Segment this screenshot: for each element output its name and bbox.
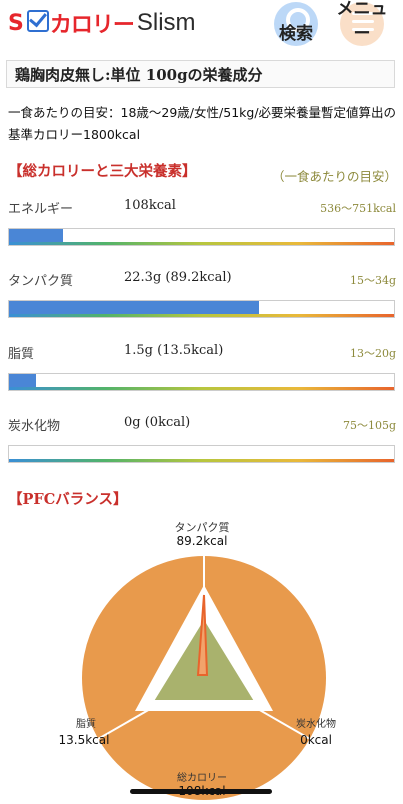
pfc-carb-label: 炭水化物 [296, 717, 336, 730]
pfc-protein-label: タンパク質 [175, 520, 230, 534]
pfc-protein-value: 89.2kcal [177, 534, 228, 548]
nutrient-range: 536〜751kcal [320, 202, 396, 215]
nutrient-bar-gradient [9, 314, 394, 317]
nutrient-name: 脂質 [8, 347, 35, 362]
nutrient-name: エネルギー [8, 202, 74, 217]
menu-icon-bg [340, 2, 384, 46]
search-icon [286, 8, 310, 32]
pfc-carb-value: 0kcal [300, 733, 332, 747]
page-title: 鶏胸肉皮無し:単位 100gの栄養成分 [6, 60, 395, 88]
nutrient-bar-fill [9, 301, 260, 314]
menu-button[interactable]: メニュー [332, 0, 392, 46]
nutrient-range: 15〜34g [349, 274, 396, 287]
pfc-value-shape [196, 594, 209, 676]
logo-en: Slism [136, 9, 196, 36]
nutrient-bar-gradient [9, 459, 394, 462]
checkbox-logo-icon [26, 10, 49, 32]
nutrient-amount: 0g (0kcal) [124, 415, 191, 430]
nutrient-amount: 1.5g (13.5kcal) [124, 343, 224, 358]
section-subtitle-macro: （一食あたりの目安） [272, 169, 398, 184]
pfc-chart: タンパク質 89.2kcal 脂質 13.5kcal 炭水化物 0kcal 総カ… [0, 515, 403, 800]
nutrient-bar-fill [9, 229, 63, 242]
nutrient-bar [8, 445, 395, 463]
menu-label: メニュー [336, 0, 388, 44]
hamburger-icon [352, 12, 374, 36]
nutrient-bar [8, 228, 395, 246]
nutrient-amount: 22.3g (89.2kcal) [124, 270, 232, 285]
logo-kana: カロリー [49, 13, 135, 38]
pfc-fat-label: 脂質 [76, 717, 96, 730]
nutrient-bar-fill [9, 374, 36, 387]
section-title-pfc: 【PFCバランス】 [8, 491, 128, 508]
nutrient-bar [8, 300, 395, 318]
nutrient-bar [8, 373, 395, 391]
nutrient-bar-gradient [9, 387, 394, 390]
pfc-fat-value: 13.5kcal [59, 733, 110, 747]
logo-s: S [8, 10, 24, 36]
pfc-chart-svg: タンパク質 89.2kcal 脂質 13.5kcal 炭水化物 0kcal 総カ… [59, 520, 336, 800]
nutrient-amount: 108kcal [124, 198, 176, 213]
home-indicator[interactable] [130, 789, 272, 794]
site-logo[interactable]: S カロリー Slism [8, 8, 196, 38]
pfc-total-label: 総カロリー [177, 771, 227, 784]
section-title-macro: 【総カロリーと三大栄養素】 [8, 163, 197, 180]
nutrient-range: 75〜105g [342, 419, 396, 432]
nutrient-name: タンパク質 [8, 274, 74, 289]
nutrient-name: 炭水化物 [8, 419, 61, 434]
search-label: 検索 [279, 24, 313, 44]
nutrient-bar-gradient [9, 242, 394, 245]
app-header: S カロリー Slism 検索 メニュー [0, 0, 403, 48]
nutrient-range: 13〜20g [349, 347, 396, 360]
intake-note: 一食あたりの目安：18歳〜29歳/女性/51kg/必要栄養量暫定値算出の基準カロ… [8, 105, 397, 142]
search-button[interactable]: 検索 [266, 2, 326, 46]
